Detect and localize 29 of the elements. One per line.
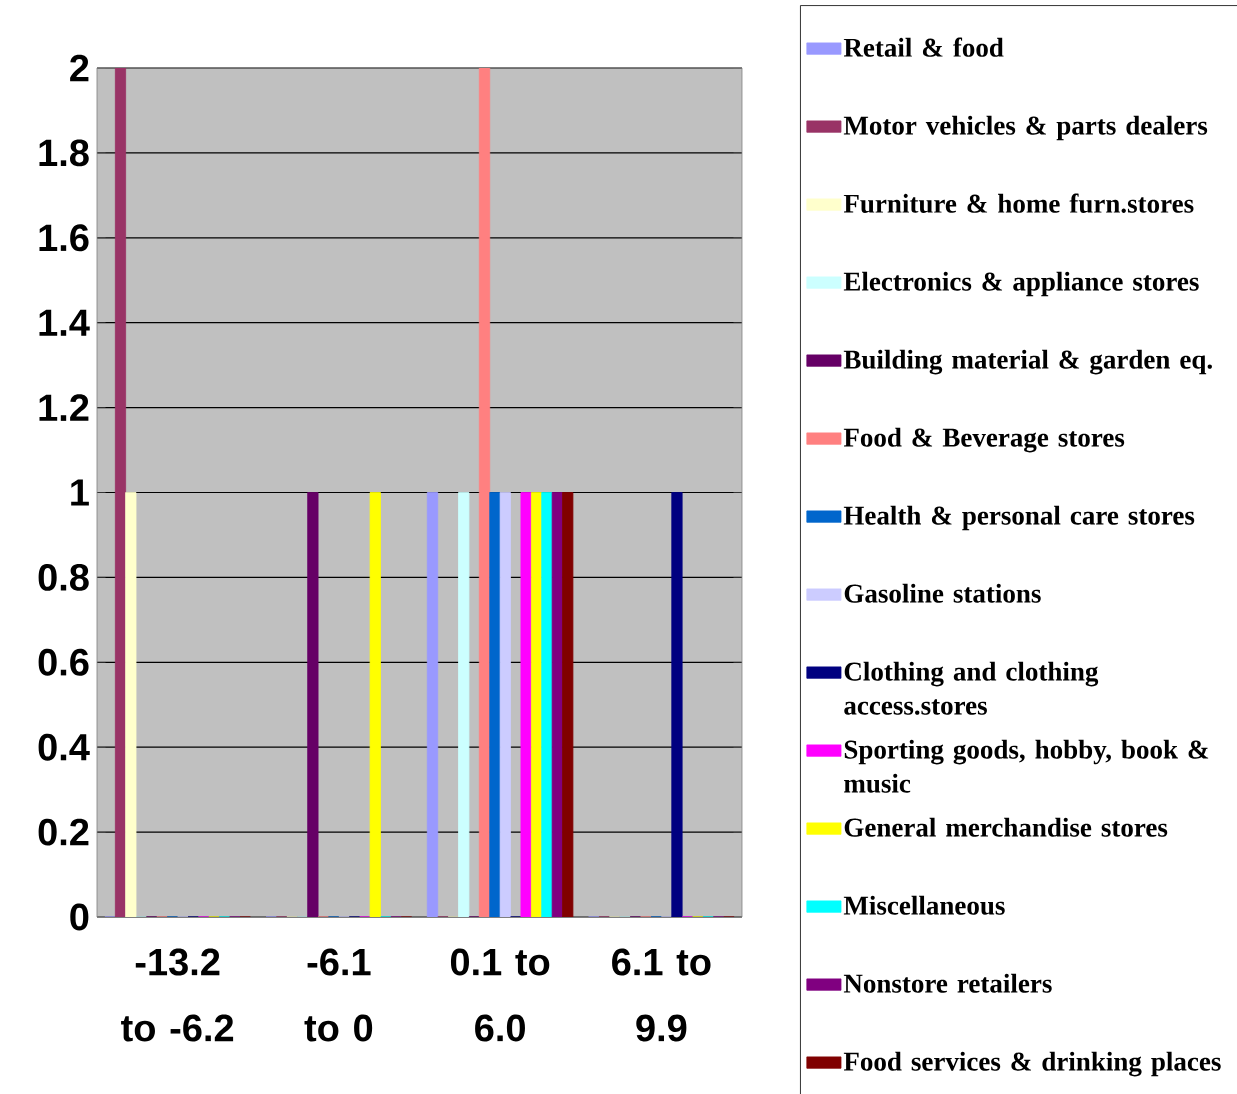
legend-label: Clothing and clothing access.stores (844, 661, 1099, 715)
legend-label: Electronics & appliance stores (843, 271, 1199, 297)
y-tick-label: 1.6 (39, 224, 89, 252)
y-tick-label: 1 (71, 479, 89, 506)
y-tick-label: 1.4 (39, 309, 90, 336)
legend-label: Retail & food (843, 37, 1004, 57)
y-tick-label: 0.4 (38, 733, 90, 761)
y-tick-label: 1.2 (39, 394, 89, 421)
x-tick-label: 6.1 to 9.9 (612, 948, 711, 1042)
y-tick-label: 0 (70, 903, 89, 931)
legend-label: Motor vehicles & parts dealers (843, 115, 1208, 141)
legend-label: Furniture & home furn.stores (843, 193, 1194, 213)
y-tick-label: 0.2 (38, 818, 89, 846)
y-tick-label: 1.8 (39, 139, 89, 167)
legend-label: Food services & drinking places (843, 1051, 1221, 1077)
legend-label: Building material & garden eq. (843, 349, 1212, 375)
legend-label: Miscellaneous (843, 895, 1005, 915)
y-tick-label: 0.8 (38, 563, 89, 591)
legend-label: Sporting goods, hobby, book & music (844, 739, 1209, 793)
y-tick-label: 2 (70, 54, 89, 82)
x-tick-label: -6.1 to 0 (304, 948, 373, 1042)
x-tick-label: 0.1 to 6.0 (450, 948, 550, 1042)
y-tick-label: 0.6 (38, 648, 89, 676)
legend-label: Nonstore retailers (843, 973, 1052, 993)
legend-label: Food & Beverage stores (843, 427, 1125, 453)
legend-label: Gasoline stations (844, 583, 1041, 603)
legend-label: Health & personal care stores (843, 505, 1195, 531)
legend-label: General merchandise stores (844, 817, 1168, 837)
x-tick-label: -13.2 to -6.2 (121, 948, 234, 1042)
